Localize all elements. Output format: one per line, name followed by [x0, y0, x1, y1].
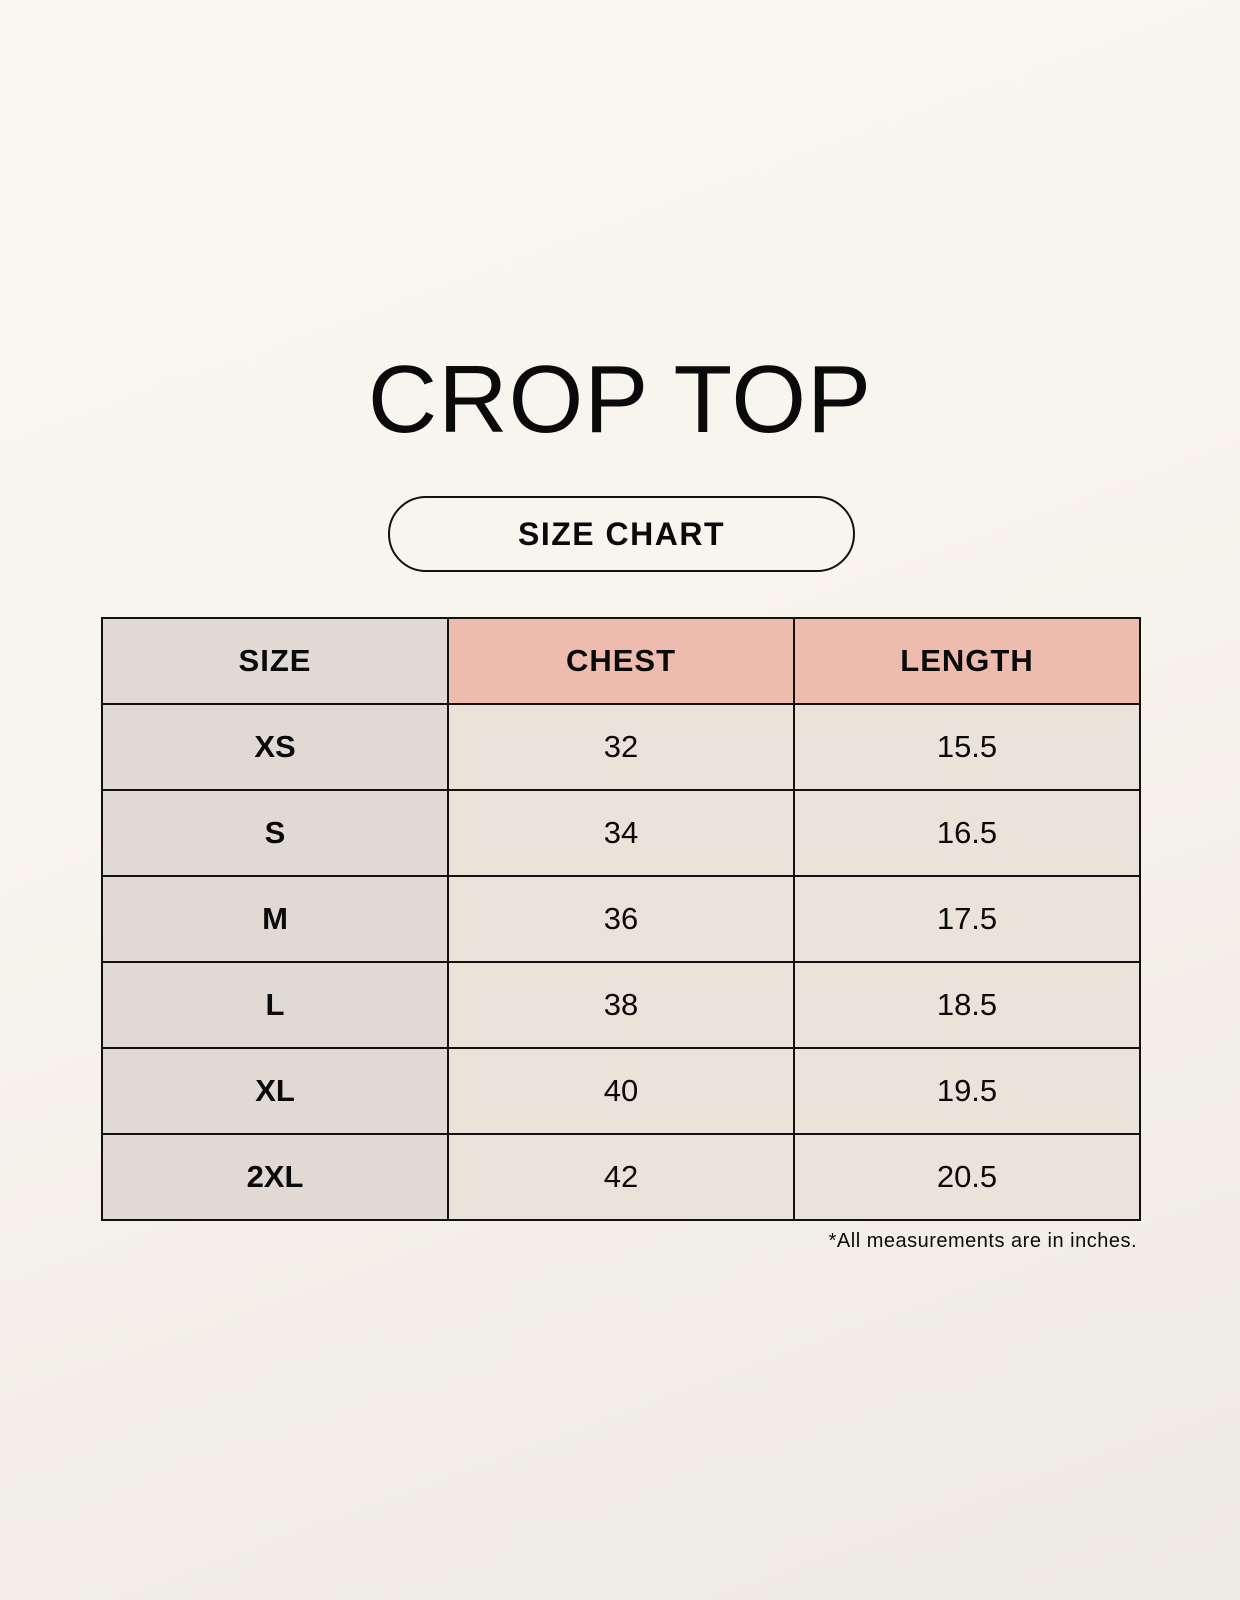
table-header-row: SIZE CHEST LENGTH: [101, 617, 1141, 705]
cell-length: 19.5: [793, 1047, 1141, 1135]
cell-chest: 38: [447, 961, 795, 1049]
cell-chest: 42: [447, 1133, 795, 1221]
cell-chest: 36: [447, 875, 795, 963]
table-row: L 38 18.5: [101, 961, 1141, 1049]
table-row: XS 32 15.5: [101, 703, 1141, 791]
header-length: LENGTH: [793, 617, 1141, 705]
cell-length: 20.5: [793, 1133, 1141, 1221]
table-row: M 36 17.5: [101, 875, 1141, 963]
footnote: *All measurements are in inches.: [828, 1230, 1137, 1252]
size-chart-badge: SIZE CHART: [388, 496, 855, 572]
cell-size: XS: [101, 703, 449, 791]
cell-size: 2XL: [101, 1133, 449, 1221]
cell-size: XL: [101, 1047, 449, 1135]
cell-size: S: [101, 789, 449, 877]
cell-length: 15.5: [793, 703, 1141, 791]
table-row: 2XL 42 20.5: [101, 1133, 1141, 1221]
table-row: XL 40 19.5: [101, 1047, 1141, 1135]
cell-length: 16.5: [793, 789, 1141, 877]
size-table: SIZE CHEST LENGTH XS 32 15.5 S 34 16.5 M 36 17.5…: [101, 617, 1141, 1221]
cell-chest: 32: [447, 703, 795, 791]
header-chest: CHEST: [447, 617, 795, 705]
cell-length: 17.5: [793, 875, 1141, 963]
page-title: CROP TOP: [367, 346, 873, 453]
cell-chest: 34: [447, 789, 795, 877]
cell-size: M: [101, 875, 449, 963]
cell-length: 18.5: [793, 961, 1141, 1049]
cell-size: L: [101, 961, 449, 1049]
table-row: S 34 16.5: [101, 789, 1141, 877]
header-size: SIZE: [101, 617, 449, 705]
cell-chest: 40: [447, 1047, 795, 1135]
